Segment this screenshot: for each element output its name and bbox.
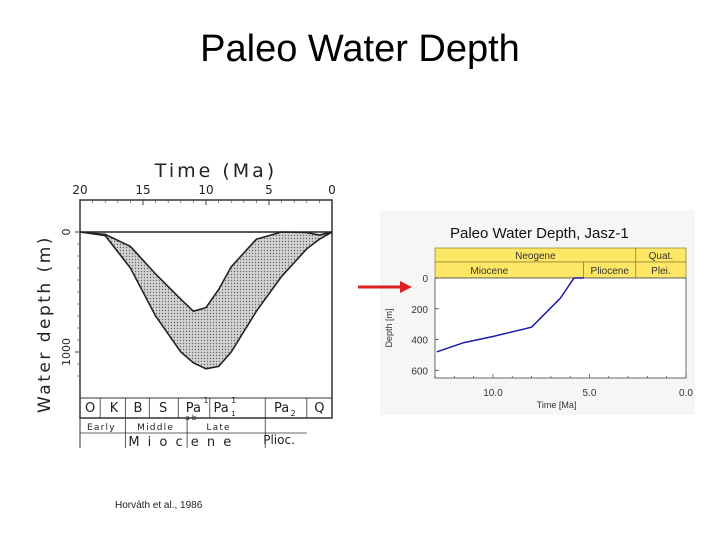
right-chart-title: Paleo Water Depth, Jasz-1 (450, 225, 629, 242)
right-y-tick-label: 0 (422, 274, 428, 285)
left-subepoch-label: Late (206, 423, 230, 433)
left-stage-label: K (110, 401, 119, 416)
left-stage-label: Pa (274, 401, 289, 416)
left-plot-frame (79, 199, 333, 419)
right-x-tick-label: 5.0 (583, 388, 597, 399)
right-period-label: Neogene (515, 251, 556, 262)
left-stage-label: Pa (186, 401, 201, 416)
left-subepoch-label: Early (87, 423, 116, 433)
right-y-tick-label: 200 (411, 305, 428, 316)
left-x-tick-label: 0 (328, 183, 336, 197)
left-stage-label: B (133, 401, 142, 416)
left-subepoch-label: Middle (137, 423, 174, 433)
right-epoch-label: Pliocene (591, 266, 630, 277)
right-epoch-band (434, 261, 585, 279)
left-subepoch-label: Plioc. (263, 433, 295, 447)
right-x-tick-label: 10.0 (483, 388, 503, 399)
left-x-tick-label: 15 (135, 183, 150, 197)
left-stage-sub: a b (185, 414, 197, 422)
right-y-tick-label: 400 (411, 336, 428, 347)
right-depth-line (436, 277, 584, 353)
left-stage-sup: 1 (231, 396, 236, 405)
left-x-tick-label: 10 (198, 183, 213, 197)
right-period-label: Quat. (649, 251, 673, 262)
left-y-tick-label: 0 (60, 229, 73, 236)
right-x-axis-label: Time [Ma] (537, 400, 577, 410)
left-x-tick-label: 5 (265, 183, 273, 197)
left-y-axis-label: Water depth (m) (35, 235, 55, 413)
left-stage-label: O (85, 401, 95, 416)
left-stage-label: Q (314, 401, 324, 416)
citation: Horváth et al., 1986 (115, 500, 203, 511)
left-chart: Time (Ma) 20 15 10 5 0 0 1000 Water depth (m) O K B… (35, 160, 336, 450)
slide-title: Paleo Water Depth (200, 28, 520, 70)
left-stage-sub: 1 (231, 410, 235, 418)
left-stage-label: S (159, 401, 167, 416)
left-depth-band (79, 231, 333, 370)
left-x-tick-label: 20 (72, 183, 87, 197)
right-epoch-label: Miocene (470, 266, 508, 277)
right-plot-area (434, 277, 687, 379)
right-chart: Paleo Water Depth, Jasz-1 Neogene Quat. Mio… (380, 210, 695, 415)
right-y-tick-label: 600 (411, 366, 428, 377)
left-stage-sup: 1 (203, 396, 208, 405)
left-stage-label: Pa (214, 401, 229, 416)
left-stage-sub: 2 (291, 409, 296, 418)
right-epoch-label: Plei. (651, 266, 670, 277)
left-chart-title: Time (Ma) (154, 160, 277, 182)
right-y-axis-label: Depth [m] (384, 308, 394, 347)
left-epoch-label: M i o c e n e (128, 435, 233, 450)
right-x-tick-label: 0.0 (679, 388, 693, 399)
left-y-tick-label: 1000 (60, 338, 73, 366)
